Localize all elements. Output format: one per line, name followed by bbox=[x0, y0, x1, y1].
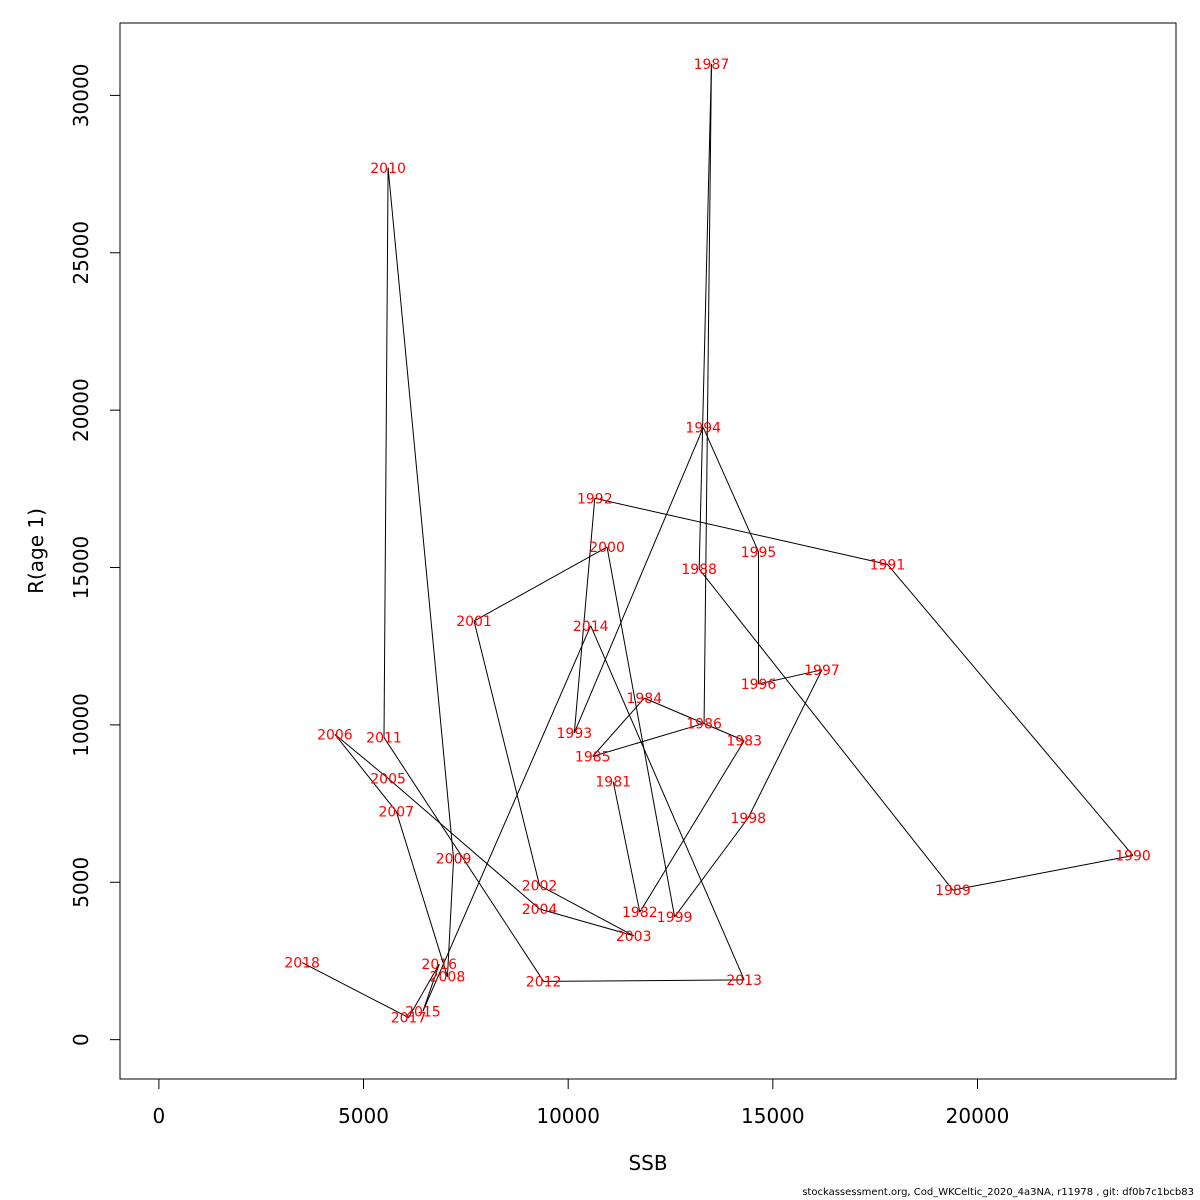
x-tick-label: 0 bbox=[153, 1104, 166, 1128]
point-label-1990: 1990 bbox=[1115, 849, 1151, 865]
segment-2004-2005 bbox=[387, 778, 540, 910]
segment-1993-1994 bbox=[573, 427, 704, 733]
point-label-2018: 2018 bbox=[284, 956, 320, 972]
segment-2002-2003 bbox=[539, 884, 634, 937]
point-label-1983: 1983 bbox=[726, 734, 762, 750]
segment-1986-1987 bbox=[703, 63, 712, 724]
point-label-1989: 1989 bbox=[935, 883, 971, 899]
x-axis: 0 5000 10000 15000 20000 bbox=[153, 1078, 1010, 1128]
segment-2000-2001 bbox=[473, 546, 608, 622]
point-label-1998: 1998 bbox=[730, 811, 766, 827]
segment-1981-1982 bbox=[612, 781, 641, 913]
segment-1999-2000 bbox=[606, 546, 676, 917]
segment-1990-1991 bbox=[887, 564, 1134, 856]
point-label-2012: 2012 bbox=[526, 974, 562, 990]
y-axis-title: R(age 1) bbox=[24, 508, 48, 594]
segment-1998-1999 bbox=[674, 817, 749, 918]
point-label-1992: 1992 bbox=[577, 491, 613, 507]
y-tick-label: 25000 bbox=[69, 221, 93, 285]
year-labels: 1981 1982 1983 1984 1985 1986 1987 1988 1989 1990… bbox=[284, 57, 1151, 1027]
segment-1985-1986 bbox=[592, 722, 705, 757]
y-tick-label: 30000 bbox=[69, 64, 93, 128]
point-label-2004: 2004 bbox=[522, 902, 558, 918]
y-tick-label: 5000 bbox=[69, 857, 93, 908]
point-label-1984: 1984 bbox=[626, 691, 662, 707]
segment-1987-1988 bbox=[698, 63, 712, 570]
segment-2013-2014 bbox=[590, 625, 745, 981]
segment-1984-1985 bbox=[592, 697, 645, 757]
point-label-2017: 2017 bbox=[391, 1011, 427, 1027]
segment-2016-2017 bbox=[408, 963, 440, 1018]
point-label-2016: 2016 bbox=[421, 957, 457, 973]
y-tick-label: 15000 bbox=[69, 536, 93, 600]
segment-2005-2006 bbox=[334, 733, 389, 779]
point-label-1996: 1996 bbox=[741, 677, 777, 693]
point-label-2015: 2015 bbox=[405, 1004, 441, 1020]
segment-1997-1998 bbox=[747, 669, 823, 818]
segment-2011-2012 bbox=[383, 737, 545, 982]
point-label-1985: 1985 bbox=[575, 749, 611, 765]
point-label-1991: 1991 bbox=[870, 557, 906, 573]
point-label-1994: 1994 bbox=[685, 420, 721, 436]
trajectory-lines bbox=[301, 63, 1134, 1019]
segment-1989-1990 bbox=[952, 855, 1134, 891]
segment-2003-2004 bbox=[539, 908, 634, 937]
point-label-2009: 2009 bbox=[436, 852, 472, 868]
point-label-2006: 2006 bbox=[317, 727, 353, 743]
y-axis: 0 5000 10000 15000 20000 25000 30000 bbox=[69, 64, 121, 1046]
point-label-2001: 2001 bbox=[456, 614, 492, 630]
segment-2015-2016 bbox=[422, 963, 440, 1012]
point-label-2008: 2008 bbox=[430, 970, 466, 986]
segment-1994-1995 bbox=[702, 427, 759, 552]
segment-1991-1992 bbox=[594, 497, 888, 565]
segment-1982-1983 bbox=[639, 740, 745, 913]
segment-1992-1993 bbox=[573, 498, 596, 733]
point-label-1993: 1993 bbox=[557, 726, 593, 742]
point-label-2005: 2005 bbox=[370, 771, 406, 787]
segment-1996-1997 bbox=[758, 669, 823, 685]
point-label-1981: 1981 bbox=[595, 775, 631, 791]
segment-2006-2007 bbox=[334, 734, 397, 812]
segment-2009-2010 bbox=[387, 167, 455, 859]
x-axis-title: SSB bbox=[628, 1151, 667, 1175]
segment-2012-2013 bbox=[543, 979, 745, 982]
point-label-1997: 1997 bbox=[804, 663, 840, 679]
y-tick-label: 10000 bbox=[69, 693, 93, 757]
y-tick-label: 0 bbox=[69, 1033, 93, 1046]
point-label-1999: 1999 bbox=[657, 910, 693, 926]
footer-credit: stockassessment.org, Cod_WKCeltic_2020_4… bbox=[802, 1187, 1194, 1198]
point-label-2007: 2007 bbox=[378, 804, 414, 820]
segment-1983-1984 bbox=[644, 697, 745, 742]
x-tick-label: 20000 bbox=[946, 1104, 1010, 1128]
point-label-1987: 1987 bbox=[694, 57, 730, 73]
segment-1988-1989 bbox=[698, 568, 954, 891]
point-label-1988: 1988 bbox=[681, 562, 717, 578]
point-label-2002: 2002 bbox=[522, 878, 558, 894]
point-label-2000: 2000 bbox=[589, 540, 625, 556]
segment-2007-2008 bbox=[395, 811, 448, 977]
point-label-2013: 2013 bbox=[726, 973, 762, 989]
segment-2001-2002 bbox=[473, 620, 541, 886]
point-label-1982: 1982 bbox=[622, 905, 658, 921]
x-tick-label: 10000 bbox=[536, 1104, 600, 1128]
point-label-1986: 1986 bbox=[686, 716, 722, 732]
segment-2010-2011 bbox=[383, 167, 389, 738]
segment-2008-2009 bbox=[446, 858, 455, 977]
x-tick-label: 5000 bbox=[338, 1104, 389, 1128]
segment-2017-2018 bbox=[301, 962, 409, 1019]
segment-2014-2015 bbox=[422, 625, 592, 1012]
point-label-2010: 2010 bbox=[370, 161, 406, 177]
point-label-2014: 2014 bbox=[573, 619, 609, 635]
x-tick-label: 15000 bbox=[741, 1104, 805, 1128]
y-tick-label: 20000 bbox=[69, 378, 93, 442]
point-label-1995: 1995 bbox=[741, 545, 777, 561]
point-label-2011: 2011 bbox=[366, 730, 402, 746]
point-label-2003: 2003 bbox=[616, 929, 652, 945]
